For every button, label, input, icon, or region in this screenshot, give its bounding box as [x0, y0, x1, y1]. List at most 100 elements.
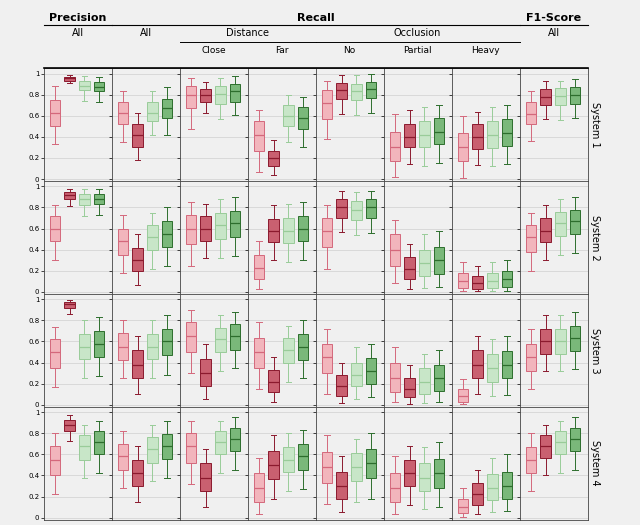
PathPatch shape: [254, 255, 264, 279]
PathPatch shape: [50, 446, 60, 476]
PathPatch shape: [526, 447, 536, 474]
PathPatch shape: [419, 463, 429, 491]
PathPatch shape: [390, 132, 400, 161]
PathPatch shape: [65, 302, 75, 308]
PathPatch shape: [404, 257, 415, 279]
PathPatch shape: [215, 86, 225, 104]
Text: Partial: Partial: [403, 46, 432, 55]
Text: Recall: Recall: [297, 13, 334, 23]
PathPatch shape: [230, 84, 240, 102]
PathPatch shape: [200, 463, 211, 491]
PathPatch shape: [215, 431, 225, 454]
PathPatch shape: [555, 88, 566, 105]
PathPatch shape: [540, 329, 551, 354]
PathPatch shape: [472, 483, 483, 505]
PathPatch shape: [458, 389, 468, 402]
PathPatch shape: [337, 472, 347, 499]
PathPatch shape: [298, 334, 308, 361]
PathPatch shape: [283, 105, 294, 127]
PathPatch shape: [215, 213, 225, 239]
PathPatch shape: [79, 194, 90, 205]
PathPatch shape: [540, 89, 551, 105]
PathPatch shape: [337, 199, 347, 218]
PathPatch shape: [322, 90, 332, 119]
PathPatch shape: [540, 435, 551, 457]
Text: Heavy: Heavy: [471, 46, 500, 55]
PathPatch shape: [118, 444, 128, 470]
PathPatch shape: [132, 350, 143, 379]
PathPatch shape: [502, 119, 512, 146]
PathPatch shape: [404, 459, 415, 486]
PathPatch shape: [390, 474, 400, 502]
PathPatch shape: [186, 86, 196, 108]
PathPatch shape: [298, 216, 308, 242]
PathPatch shape: [283, 338, 294, 363]
PathPatch shape: [268, 370, 279, 392]
PathPatch shape: [540, 218, 551, 243]
PathPatch shape: [555, 212, 566, 236]
PathPatch shape: [322, 452, 332, 483]
PathPatch shape: [322, 218, 332, 247]
PathPatch shape: [555, 431, 566, 454]
PathPatch shape: [200, 360, 211, 386]
Text: System 2: System 2: [590, 215, 600, 260]
PathPatch shape: [268, 219, 279, 243]
PathPatch shape: [526, 343, 536, 371]
Text: All: All: [72, 28, 84, 38]
PathPatch shape: [50, 100, 60, 127]
PathPatch shape: [419, 121, 429, 148]
PathPatch shape: [351, 453, 362, 481]
PathPatch shape: [79, 334, 90, 360]
PathPatch shape: [298, 107, 308, 130]
PathPatch shape: [186, 322, 196, 352]
PathPatch shape: [337, 83, 347, 99]
PathPatch shape: [65, 419, 75, 431]
PathPatch shape: [93, 331, 104, 358]
PathPatch shape: [186, 215, 196, 245]
PathPatch shape: [487, 475, 497, 500]
PathPatch shape: [230, 428, 240, 451]
PathPatch shape: [434, 118, 444, 144]
PathPatch shape: [526, 225, 536, 252]
PathPatch shape: [162, 329, 172, 355]
PathPatch shape: [351, 363, 362, 386]
PathPatch shape: [502, 472, 512, 499]
PathPatch shape: [65, 192, 75, 199]
PathPatch shape: [50, 339, 60, 368]
Text: Far: Far: [275, 46, 288, 55]
Text: System 3: System 3: [590, 328, 600, 373]
PathPatch shape: [132, 248, 143, 271]
PathPatch shape: [65, 77, 75, 81]
Text: System 4: System 4: [590, 440, 600, 486]
PathPatch shape: [404, 379, 415, 397]
PathPatch shape: [555, 329, 566, 354]
PathPatch shape: [419, 250, 429, 276]
PathPatch shape: [254, 121, 264, 151]
PathPatch shape: [162, 99, 172, 118]
PathPatch shape: [472, 350, 483, 379]
PathPatch shape: [472, 276, 483, 289]
PathPatch shape: [570, 209, 580, 234]
PathPatch shape: [147, 102, 157, 121]
PathPatch shape: [162, 434, 172, 458]
PathPatch shape: [186, 433, 196, 463]
PathPatch shape: [404, 124, 415, 148]
PathPatch shape: [268, 151, 279, 166]
PathPatch shape: [419, 368, 429, 394]
PathPatch shape: [337, 375, 347, 396]
PathPatch shape: [351, 84, 362, 100]
PathPatch shape: [132, 124, 143, 148]
PathPatch shape: [147, 334, 157, 360]
PathPatch shape: [298, 444, 308, 470]
PathPatch shape: [434, 365, 444, 391]
PathPatch shape: [390, 363, 400, 392]
PathPatch shape: [93, 431, 104, 454]
PathPatch shape: [322, 343, 332, 373]
PathPatch shape: [118, 333, 128, 361]
PathPatch shape: [487, 121, 497, 149]
PathPatch shape: [200, 216, 211, 242]
PathPatch shape: [118, 228, 128, 255]
PathPatch shape: [79, 435, 90, 459]
PathPatch shape: [365, 359, 376, 384]
PathPatch shape: [502, 351, 512, 379]
